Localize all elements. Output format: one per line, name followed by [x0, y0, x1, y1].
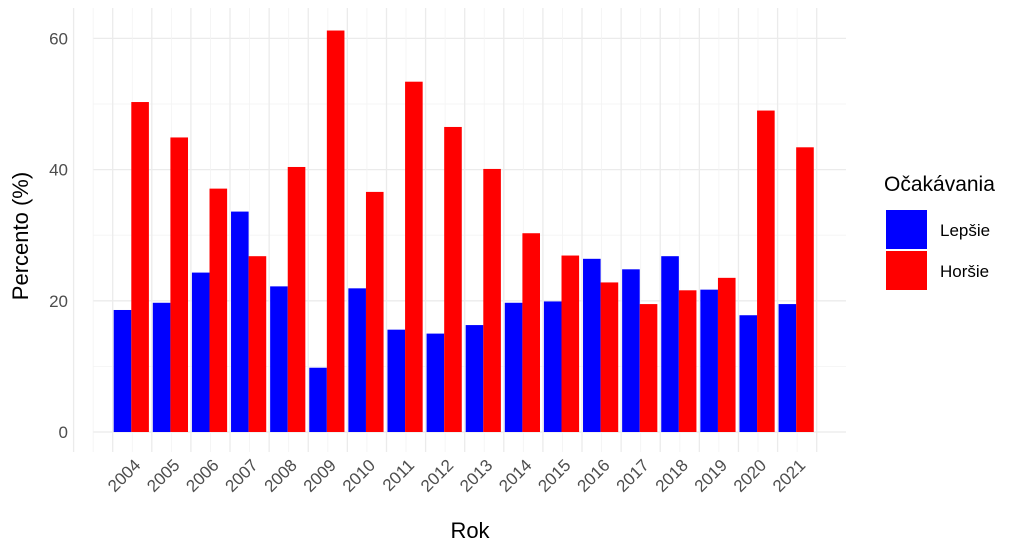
x-tick-label: 2020 — [730, 456, 770, 496]
bar-horsie-2006 — [209, 188, 228, 432]
bar-lepsie-2019 — [700, 289, 718, 432]
bar-lepsie-2017 — [622, 269, 640, 432]
bar-lepsie-2010 — [348, 288, 366, 432]
bars — [113, 30, 814, 433]
bar-lepsie-2020 — [739, 315, 758, 432]
bar-horsie-2004 — [131, 102, 149, 433]
x-tick-label: 2007 — [222, 456, 262, 496]
x-tick-label: 2006 — [182, 456, 222, 496]
bar-horsie-2010 — [365, 191, 384, 432]
bar-horsie-2018 — [678, 290, 697, 432]
x-tick-label: 2009 — [300, 456, 340, 496]
bar-lepsie-2013 — [465, 325, 484, 432]
legend-title: Očakávania — [884, 173, 995, 196]
y-axis-title: Percento (%) — [8, 172, 33, 300]
x-tick-label: 2005 — [143, 456, 183, 496]
bar-horsie-2014 — [522, 233, 540, 432]
y-axis-ticks: 0 20 40 60 — [49, 29, 68, 442]
x-tick-label: 2010 — [339, 456, 379, 496]
bar-horsie-2012 — [444, 126, 462, 433]
bar-lepsie-2004 — [113, 309, 132, 432]
x-tick-label: 2011 — [379, 456, 418, 495]
bar-horsie-2020 — [757, 110, 775, 432]
bar-horsie-2019 — [717, 277, 736, 432]
x-tick-label: 2017 — [613, 456, 653, 496]
legend-label: Horšie — [940, 262, 989, 281]
bar-horsie-2008 — [287, 166, 306, 432]
bar-lepsie-2015 — [543, 301, 562, 432]
bar-lepsie-2012 — [426, 333, 445, 432]
bar-horsie-2016 — [600, 282, 619, 432]
legend-label: Lepšie — [940, 221, 990, 240]
bar-horsie-2021 — [796, 147, 814, 432]
legend-swatch-lepsie — [886, 210, 927, 249]
legend-swatch-horsie — [886, 251, 927, 290]
bar-lepsie-2011 — [387, 329, 406, 432]
bar-lepsie-2009 — [309, 367, 327, 432]
bar-lepsie-2016 — [583, 258, 601, 432]
bar-horsie-2015 — [561, 255, 580, 432]
bar-lepsie-2021 — [778, 304, 797, 432]
bar-horsie-2011 — [405, 81, 423, 433]
bar-lepsie-2006 — [191, 272, 210, 432]
x-tick-label: 2004 — [104, 456, 144, 496]
x-tick-label: 2008 — [261, 456, 301, 496]
y-tick-label: 0 — [59, 423, 68, 442]
bar-lepsie-2005 — [152, 302, 171, 432]
x-tick-label: 2016 — [574, 456, 614, 496]
x-tick-label: 2014 — [495, 456, 535, 496]
bar-horsie-2013 — [483, 168, 501, 432]
legend: Očakávania Lepšie Horšie — [884, 173, 995, 290]
bar-lepsie-2018 — [661, 256, 679, 432]
x-tick-label: 2018 — [652, 456, 692, 496]
x-tick-label: 2012 — [417, 456, 457, 496]
bar-lepsie-2007 — [231, 211, 249, 432]
bar-horsie-2009 — [326, 30, 345, 432]
x-tick-label: 2019 — [691, 456, 731, 496]
y-tick-label: 40 — [49, 161, 68, 180]
y-tick-label: 60 — [49, 29, 68, 48]
x-tick-label: 2013 — [456, 456, 496, 496]
bar-horsie-2007 — [248, 256, 267, 432]
x-axis-title: Rok — [450, 518, 490, 543]
bar-horsie-2017 — [639, 304, 658, 432]
x-tick-label: 2021 — [769, 456, 809, 496]
x-tick-label: 2015 — [534, 456, 574, 496]
bar-lepsie-2008 — [270, 286, 288, 432]
y-tick-label: 20 — [49, 292, 68, 311]
bar-lepsie-2014 — [504, 302, 523, 432]
bar-horsie-2005 — [170, 137, 189, 432]
legend-items: Lepšie Horšie — [886, 210, 990, 290]
